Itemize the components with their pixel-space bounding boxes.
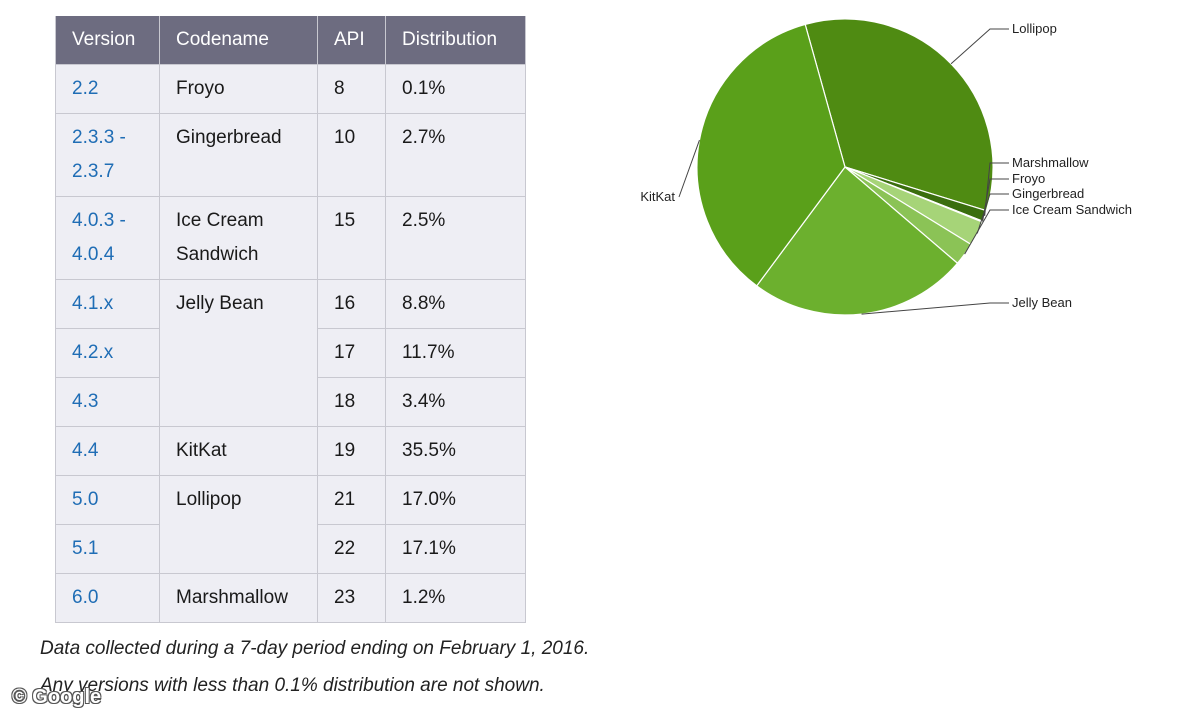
pie-label: Marshmallow [1012,155,1089,170]
distribution-cell: 35.5% [385,426,526,476]
table-row: 5.1 22 17.1% [55,524,526,574]
table-row: 5.0 Lollipop 21 17.0% [55,475,526,574]
table-row: 4.1.x Jelly Bean 16 8.8% [55,279,526,427]
distribution-cell: 3.4% [385,377,526,427]
codename-cell: KitKat [159,426,318,476]
distribution-table: Version Codename API Distribution 2.2 Fr… [55,16,526,623]
api-cell: 15 [317,196,386,280]
api-cell: 22 [317,524,386,574]
distribution-cell: 8.8% [385,279,526,329]
pie-leader-line [950,28,1009,65]
api-cell: 21 [317,475,386,525]
pie-label: KitKat [640,189,675,204]
codename-cell: Jelly Bean [159,279,318,427]
distribution-cell: 2.5% [385,196,526,280]
header-distribution: Distribution [385,16,526,65]
pie-label: Gingerbread [1012,186,1084,201]
table-row: 4.0.3 - 4.0.4 Ice Cream Sandwich 15 2.5% [55,196,526,280]
distribution-cell: 17.1% [385,524,526,574]
distribution-cell: 11.7% [385,328,526,378]
version-link[interactable]: 2.3.3 - 2.3.7 [55,113,160,197]
version-link[interactable]: 4.4 [55,426,160,476]
pie-label: Lollipop [1012,21,1057,36]
version-link[interactable]: 4.1.x [55,279,160,329]
pie-slice-jelly-bean [755,166,959,316]
pie-leader-line [678,139,700,198]
distribution-cell: 0.1% [385,64,526,114]
distribution-cell: 1.2% [385,573,526,623]
distribution-cell: 17.0% [385,475,526,525]
pie-label: Froyo [1012,171,1045,186]
api-cell: 10 [317,113,386,197]
pie-leader-line [982,178,1009,222]
version-link[interactable]: 5.0 [55,475,160,525]
codename-cell: Ice Cream Sandwich [159,196,318,280]
version-link[interactable]: 6.0 [55,573,160,623]
version-link[interactable]: 2.2 [55,64,160,114]
footnote-threshold: Any versions with less than 0.1% distrib… [40,675,545,696]
footnote-collection-period: Data collected during a 7-day period end… [40,638,590,659]
version-link[interactable]: 4.2.x [55,328,160,378]
pie-label: Jelly Bean [1012,295,1072,310]
api-cell: 23 [317,573,386,623]
pie-leader-line [964,209,1009,255]
pie-label: Ice Cream Sandwich [1012,202,1132,217]
copyright-watermark: © Google [12,686,102,708]
version-link[interactable]: 4.0.3 - 4.0.4 [55,196,160,280]
codename-cell: Marshmallow [159,573,318,623]
codename-cell: Lollipop [159,475,318,574]
pie-leader-line [976,193,1009,234]
version-link[interactable]: 4.3 [55,377,160,427]
header-api: API [317,16,386,65]
version-link[interactable]: 5.1 [55,524,160,574]
table-row: 2.2 Froyo 8 0.1% [55,64,526,114]
codename-cell: Gingerbread [159,113,318,197]
header-version: Version [55,16,160,65]
table-header-row: Version Codename API Distribution [55,16,526,65]
table-row: 2.3.3 - 2.3.7 Gingerbread 10 2.7% [55,113,526,197]
pie-slice-kitkat [696,23,846,287]
table-row: 4.4 KitKat 19 35.5% [55,426,526,476]
api-cell: 18 [317,377,386,427]
codename-cell: Froyo [159,64,318,114]
table-row: 6.0 Marshmallow 23 1.2% [55,573,526,623]
api-cell: 16 [317,279,386,329]
distribution-cell: 2.7% [385,113,526,197]
api-cell: 8 [317,64,386,114]
table-row: 4.3 18 3.4% [55,377,526,427]
pie-leader-line [861,302,1009,315]
api-cell: 19 [317,426,386,476]
header-codename: Codename [159,16,318,65]
api-cell: 17 [317,328,386,378]
table-row: 4.2.x 17 11.7% [55,328,526,378]
